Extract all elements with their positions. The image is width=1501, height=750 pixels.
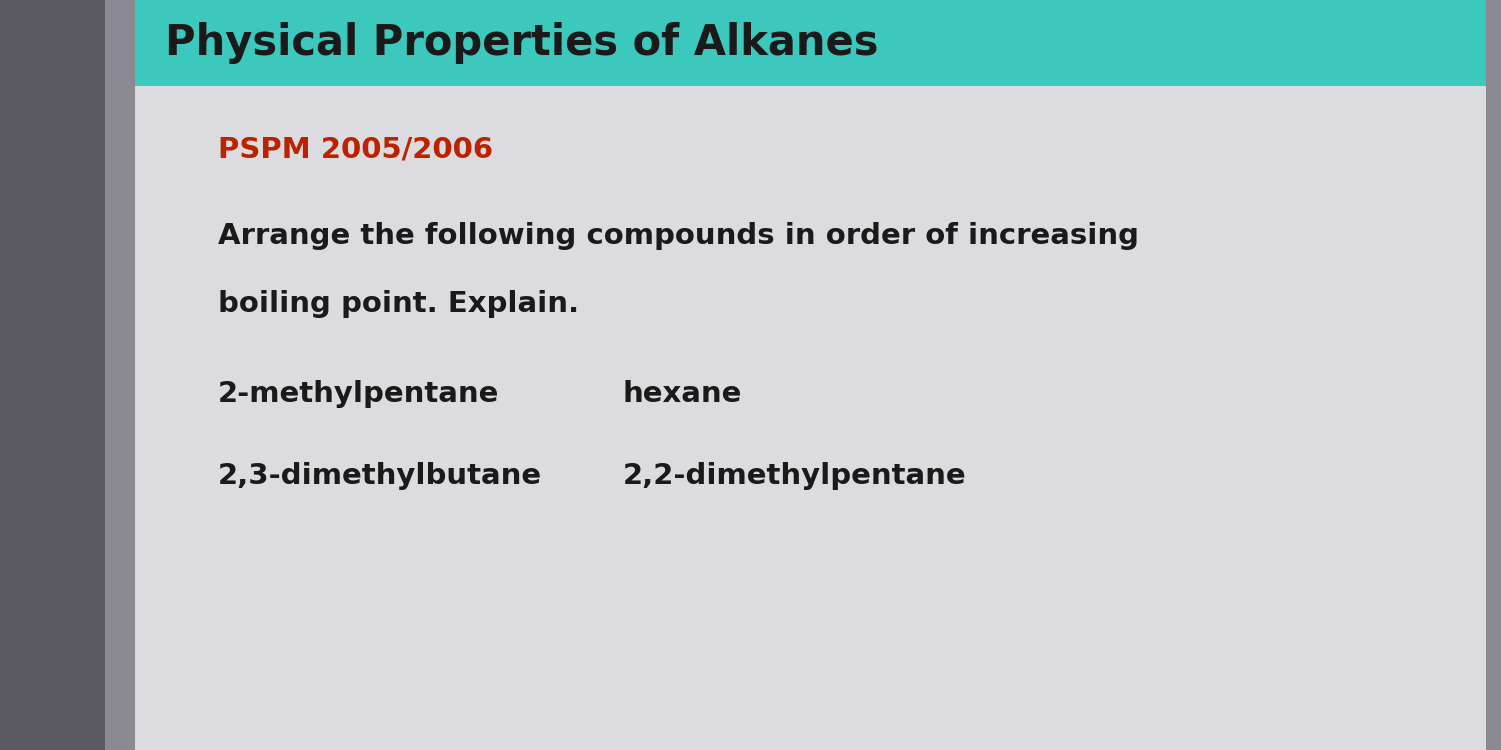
Text: Arrange the following compounds in order of increasing: Arrange the following compounds in order… bbox=[218, 222, 1139, 251]
FancyBboxPatch shape bbox=[135, 0, 1486, 750]
Text: Physical Properties of Alkanes: Physical Properties of Alkanes bbox=[165, 22, 878, 64]
Text: 2,2-dimethylpentane: 2,2-dimethylpentane bbox=[623, 462, 967, 490]
FancyBboxPatch shape bbox=[0, 0, 105, 750]
Text: 2-methylpentane: 2-methylpentane bbox=[218, 380, 498, 408]
Text: PSPM 2005/2006: PSPM 2005/2006 bbox=[218, 136, 492, 164]
Text: 2,3-dimethylbutane: 2,3-dimethylbutane bbox=[218, 462, 542, 490]
FancyBboxPatch shape bbox=[135, 0, 1486, 86]
Text: hexane: hexane bbox=[623, 380, 743, 408]
Text: boiling point. Explain.: boiling point. Explain. bbox=[218, 290, 579, 318]
